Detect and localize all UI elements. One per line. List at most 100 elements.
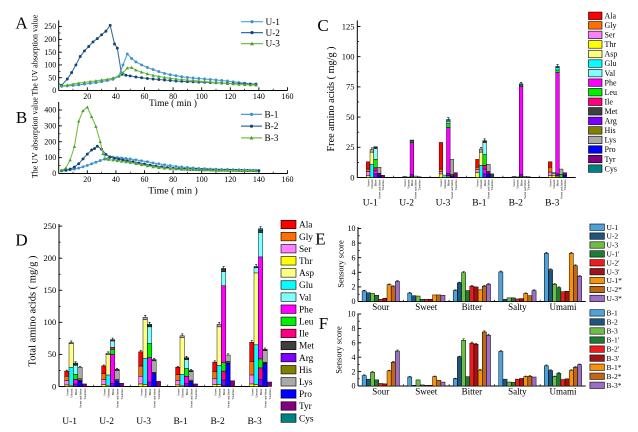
svg-text:Umami: Umami [181, 388, 185, 397]
svg-text:150: 150 [44, 48, 56, 57]
svg-text:Cys: Cys [605, 164, 617, 173]
svg-text:U-3: U-3 [607, 241, 619, 250]
svg-text:Sweet: Sweet [415, 302, 437, 312]
svg-text:Free amino acids ( mg/g ): Free amino acids ( mg/g ) [326, 47, 337, 152]
svg-text:Asp: Asp [299, 269, 314, 279]
svg-text:Ile: Ile [605, 98, 614, 107]
svg-text:B-3: B-3 [607, 327, 619, 336]
svg-text:U-2: U-2 [266, 29, 281, 39]
svg-text:Thr: Thr [299, 257, 313, 267]
svg-text:Pro: Pro [605, 145, 616, 154]
svg-text:Arg: Arg [605, 117, 617, 126]
svg-text:Cys: Cys [299, 414, 314, 424]
svg-text:6: 6 [352, 253, 356, 262]
svg-text:B-3: B-3 [247, 417, 262, 427]
svg-text:Met: Met [605, 107, 619, 116]
svg-text:Bitter: Bitter [410, 179, 414, 186]
svg-text:B-3*: B-3* [607, 381, 622, 390]
svg-text:Sweet: Sweet [65, 388, 69, 395]
svg-text:U-3: U-3 [136, 417, 151, 427]
svg-text:8: 8 [352, 239, 356, 248]
svg-text:Sweet: Sweet [403, 179, 407, 186]
svg-text:140: 140 [253, 175, 265, 184]
svg-text:U-2: U-2 [607, 232, 619, 241]
svg-text:Tasteless: Tasteless [120, 388, 124, 400]
svg-text:Total amino acids ( mg/g ): Total amino acids ( mg/g ) [28, 255, 39, 366]
svg-text:Tasteless: Tasteless [490, 179, 494, 191]
svg-text:125: 125 [342, 21, 355, 31]
svg-text:120: 120 [224, 175, 236, 184]
svg-text:Sweet: Sweet [102, 388, 106, 395]
svg-text:60: 60 [141, 175, 149, 184]
svg-text:Tasteless: Tasteless [231, 388, 235, 400]
svg-text:4: 4 [352, 268, 356, 277]
svg-text:Salty: Salty [508, 386, 527, 396]
svg-text:B-1: B-1 [472, 199, 487, 209]
svg-text:Bitter: Bitter [74, 389, 78, 396]
svg-text:Sensory score: Sensory score [334, 326, 344, 374]
svg-text:E: E [315, 230, 325, 249]
svg-text:Bitter: Bitter [556, 179, 560, 186]
svg-text:Umami: Umami [144, 388, 148, 397]
svg-text:Lys: Lys [299, 378, 313, 388]
svg-text:400: 400 [44, 106, 56, 115]
svg-text:U-1': U-1' [607, 250, 621, 259]
svg-text:Glu: Glu [605, 59, 617, 68]
svg-text:4: 4 [352, 353, 356, 362]
svg-text:U-1: U-1 [62, 417, 77, 427]
svg-text:Sweet: Sweet [476, 179, 480, 186]
svg-text:B-2: B-2 [265, 122, 279, 132]
svg-text:2: 2 [352, 367, 356, 376]
svg-text:120: 120 [224, 92, 236, 101]
svg-text:Tyr: Tyr [605, 155, 616, 164]
svg-text:Tasteless: Tasteless [417, 179, 421, 191]
svg-text:Sweet: Sweet [213, 388, 217, 395]
svg-text:50: 50 [48, 349, 57, 359]
svg-text:0: 0 [352, 297, 356, 306]
svg-text:100: 100 [44, 61, 56, 70]
svg-text:100: 100 [196, 175, 208, 184]
svg-text:Sweet and bitter: Sweet and bitter [523, 180, 527, 200]
svg-text:0: 0 [352, 382, 356, 391]
svg-text:Sweet: Sweet [176, 388, 180, 395]
svg-text:Sweet and bitter: Sweet and bitter [227, 389, 231, 409]
svg-text:Tasteless: Tasteless [454, 179, 458, 191]
svg-text:Sweet and bitter: Sweet and bitter [153, 389, 157, 409]
svg-text:B-3': B-3' [607, 354, 620, 363]
svg-text:300: 300 [44, 122, 56, 131]
svg-text:Sweet and bitter: Sweet and bitter [79, 389, 83, 409]
svg-text:Bitter: Bitter [462, 386, 483, 396]
svg-text:Leu: Leu [605, 88, 617, 97]
svg-text:50: 50 [48, 73, 56, 82]
svg-text:Ala: Ala [299, 221, 312, 231]
svg-text:10: 10 [348, 310, 356, 319]
svg-text:U-1: U-1 [607, 223, 619, 232]
svg-text:200: 200 [44, 35, 56, 44]
svg-text:Phe: Phe [605, 78, 617, 87]
svg-text:25: 25 [346, 142, 355, 152]
svg-text:200: 200 [44, 137, 56, 146]
svg-text:Umami: Umami [218, 388, 222, 397]
svg-text:U-1: U-1 [266, 18, 281, 28]
svg-text:B-3: B-3 [265, 134, 279, 144]
svg-text:B-1: B-1 [265, 111, 279, 121]
svg-text:160: 160 [282, 92, 294, 101]
svg-text:B-3: B-3 [545, 199, 560, 209]
svg-text:Bitter: Bitter [259, 389, 263, 396]
svg-text:Sweet and bitter: Sweet and bitter [450, 180, 454, 200]
svg-text:20: 20 [83, 92, 91, 101]
svg-text:80: 80 [169, 175, 177, 184]
svg-text:Bitter: Bitter [483, 179, 487, 186]
svg-text:0: 0 [350, 172, 354, 182]
svg-text:Sour: Sour [372, 386, 389, 396]
svg-text:80: 80 [169, 92, 177, 101]
svg-text:Lys: Lys [605, 136, 617, 145]
svg-text:Sour: Sour [372, 302, 389, 312]
svg-text:Tasteless: Tasteless [194, 388, 198, 400]
svg-text:Time ( min ): Time ( min ) [149, 98, 197, 109]
svg-text:Leu: Leu [299, 318, 314, 328]
svg-text:Tasteless: Tasteless [157, 388, 161, 400]
svg-text:B-1*: B-1* [607, 363, 622, 372]
svg-text:Tasteless: Tasteless [381, 179, 385, 191]
svg-text:Salty: Salty [508, 302, 527, 312]
